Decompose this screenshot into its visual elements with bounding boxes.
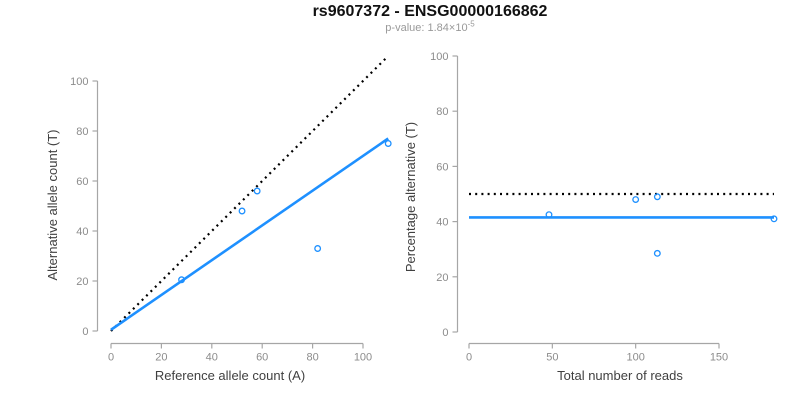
page-title: rs9607372 - ENSG00000166862 bbox=[312, 3, 548, 20]
y-tick-label: 20 bbox=[436, 272, 448, 284]
y-tick-label: 20 bbox=[76, 276, 88, 288]
x-axis-label: Reference allele count (A) bbox=[155, 368, 305, 383]
data-point bbox=[545, 211, 553, 219]
y-tick-label: 100 bbox=[70, 76, 88, 88]
data-point bbox=[384, 140, 392, 147]
x-tick-label: 150 bbox=[710, 352, 728, 364]
regression-line bbox=[110, 137, 389, 331]
x-tick-label: 0 bbox=[466, 352, 472, 364]
data-point bbox=[653, 193, 661, 201]
identity-line bbox=[110, 55, 389, 332]
y-axis-label: Alternative allele count (T) bbox=[45, 129, 60, 280]
y-tick-label: 0 bbox=[442, 327, 448, 339]
x-tick-label: 80 bbox=[306, 352, 318, 364]
pvalue-subtitle: p-value: 1.84×10-5 bbox=[385, 19, 475, 34]
x-tick-label: 100 bbox=[626, 352, 644, 364]
y-tick-label: 40 bbox=[436, 217, 448, 229]
data-point bbox=[314, 245, 322, 252]
x-tick-label: 50 bbox=[546, 352, 558, 364]
data-point bbox=[770, 215, 778, 223]
pvalue-exponent: -5 bbox=[467, 19, 475, 29]
x-tick-label: 40 bbox=[206, 352, 218, 364]
data-point bbox=[253, 187, 261, 195]
x-tick-label: 60 bbox=[256, 352, 268, 364]
y-tick-label: 100 bbox=[430, 51, 448, 63]
data-point bbox=[632, 196, 640, 203]
y-tick-label: 80 bbox=[76, 126, 88, 138]
y-tick-label: 40 bbox=[76, 226, 88, 238]
data-point bbox=[653, 249, 661, 257]
x-tick-label: 100 bbox=[354, 352, 372, 364]
y-axis-label: Percentage alternative (T) bbox=[403, 122, 418, 272]
data-point bbox=[178, 276, 186, 284]
x-axis-label: Total number of reads bbox=[557, 368, 683, 383]
y-tick-label: 60 bbox=[76, 176, 88, 188]
y-tick-label: 80 bbox=[436, 106, 448, 118]
y-tick-label: 60 bbox=[436, 161, 448, 173]
data-point bbox=[238, 207, 246, 215]
y-tick-label: 0 bbox=[82, 326, 88, 338]
x-tick-label: 20 bbox=[155, 352, 167, 364]
pvalue-text: p-value: 1.84×10 bbox=[385, 22, 468, 34]
x-tick-label: 0 bbox=[108, 352, 114, 364]
